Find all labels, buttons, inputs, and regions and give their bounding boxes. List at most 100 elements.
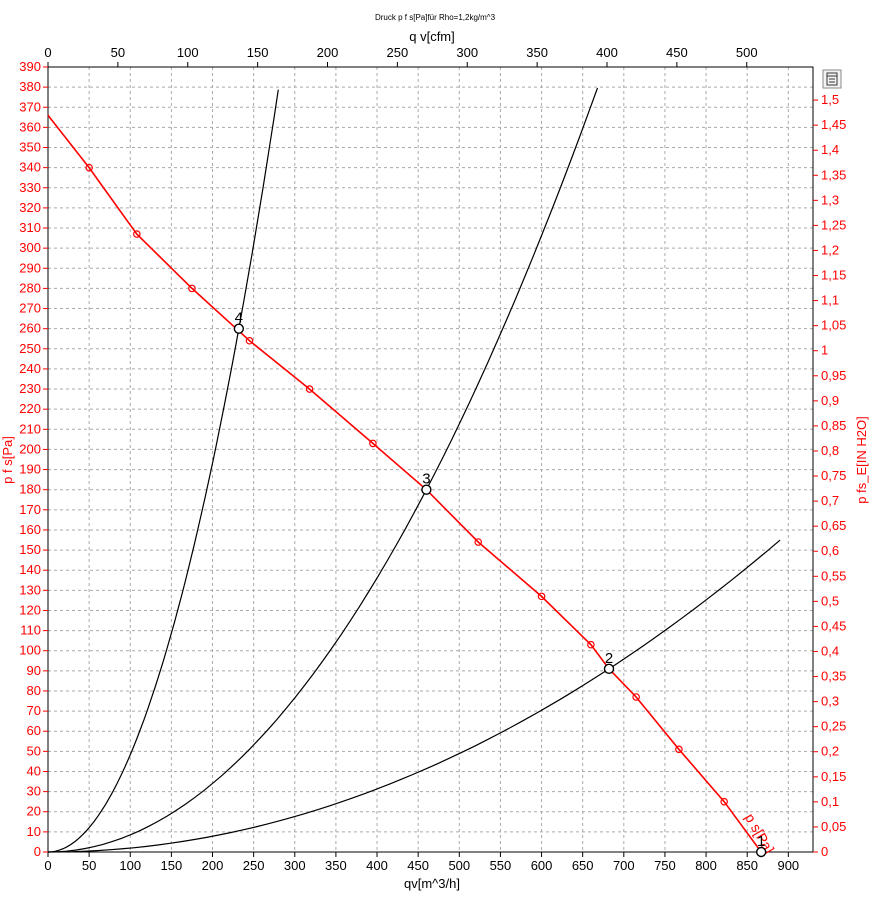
operating-point-label: 4: [235, 310, 243, 327]
y-tick-label-right: 1,5: [821, 92, 839, 107]
x-tick-label-top: 50: [111, 45, 125, 60]
y-tick-label-right: 1,05: [821, 318, 846, 333]
y-tick-label-left: 290: [19, 260, 41, 275]
x-tick-label-bottom: 800: [695, 858, 717, 873]
operating-points: 1 2 3 4: [233, 310, 767, 858]
y-tick-label-right: 0,05: [821, 819, 846, 834]
y-tick-label-left: 120: [19, 602, 41, 617]
y-tick-label-left: 210: [19, 421, 41, 436]
x-tick-label-bottom: 450: [407, 858, 429, 873]
x-tick-label-bottom: 300: [284, 858, 306, 873]
y-tick-label-right: 0,55: [821, 568, 846, 583]
y-tick-label-left: 60: [27, 723, 41, 738]
y-tick-label-left: 300: [19, 240, 41, 255]
x-tick-label-top: 200: [317, 45, 339, 60]
operating-point-marker: [421, 484, 432, 495]
x-tick-label-bottom: 550: [490, 858, 512, 873]
system-curve: [47, 539, 781, 853]
plot-frame: [47, 66, 814, 853]
y-tick-label-right: 1,3: [821, 192, 839, 207]
y-tick-label-left: 170: [19, 502, 41, 517]
y-tick-label-left: 280: [19, 280, 41, 295]
y-tick-label-left: 110: [20, 623, 41, 638]
y-tick-label-right: 0,85: [821, 418, 846, 433]
y-tick-label-left: 250: [19, 341, 41, 356]
x-tick-label-bottom: 750: [654, 858, 676, 873]
y-tick-label-right: 0,9: [821, 393, 839, 408]
pressure-marker: [675, 745, 683, 754]
y-tick-label-right: 0,1: [821, 794, 839, 809]
y-tick-label-right: 1: [821, 343, 828, 358]
x-tick-label-top: 100: [177, 45, 199, 60]
x-tick-label-top: 450: [666, 45, 688, 60]
y-tick-label-left: 270: [19, 301, 41, 316]
y-tick-label-left: 150: [19, 542, 41, 557]
y-tick-label-left: 260: [19, 321, 41, 336]
y-tick-label-right: 1,35: [821, 167, 846, 182]
x-tick-label-bottom: 900: [777, 858, 799, 873]
chart-menu-icon: [826, 72, 838, 86]
x-tick-label-top: 500: [736, 45, 758, 60]
y-tick-label-left: 350: [19, 140, 41, 155]
y-tick-label-left: 360: [19, 119, 41, 134]
y-tick-label-left: 90: [27, 663, 41, 678]
y-tick-label-right: 0,2: [821, 744, 839, 759]
grid-lines: [48, 66, 813, 852]
x-tick-label-bottom: 600: [531, 858, 553, 873]
y-tick-label-right: 0,25: [821, 719, 846, 734]
x-tick-label-top: 250: [387, 45, 409, 60]
y-tick-label-left: 40: [27, 763, 41, 778]
y-tick-label-left: 320: [19, 200, 41, 215]
pressure-curve: [47, 114, 762, 853]
y-tick-label-right: 0: [821, 844, 828, 859]
y-tick-label-left: 100: [19, 643, 41, 658]
x-tick-label-bottom: 700: [613, 858, 635, 873]
y-tick-label-right: 0,4: [821, 643, 839, 658]
operating-point-marker: [603, 663, 615, 675]
x-axis-label-bottom: qv[m^3/h]: [404, 876, 460, 891]
x-tick-label-bottom: 850: [736, 858, 758, 873]
y-tick-label-left: 80: [27, 683, 41, 698]
x-tick-label-bottom: 650: [572, 858, 594, 873]
y-tick-label-left: 0: [34, 844, 41, 859]
y-axis-label-left: p f s[Pa]: [0, 436, 15, 484]
axis-ticks: 0 50 100 150 200 250 300 350 400 450 500 550 600 650 7…: [19, 45, 846, 873]
x-tick-label-bottom: 150: [161, 858, 183, 873]
operating-point-label: 3: [422, 471, 430, 488]
operating-point-label: 1: [757, 833, 765, 850]
y-tick-label-right: 0,95: [821, 368, 846, 383]
chart-menu-button[interactable]: [822, 69, 842, 89]
pressure-marker: [720, 797, 728, 806]
pressure-marker: [85, 163, 93, 172]
system-curve: [47, 89, 279, 853]
y-tick-label-right: 0,65: [821, 518, 846, 533]
y-tick-label-left: 140: [19, 562, 41, 577]
y-tick-label-left: 160: [19, 522, 41, 537]
y-tick-label-left: 50: [27, 743, 41, 758]
chart-title: Druck p f s[Pa]für Rho=1,2kg/m^3: [375, 13, 496, 22]
x-tick-label-top: 350: [526, 45, 548, 60]
x-tick-label-bottom: 400: [366, 858, 388, 873]
operating-point-label: 2: [605, 650, 613, 667]
y-tick-label-right: 0,3: [821, 694, 839, 709]
y-tick-label-left: 130: [19, 582, 41, 597]
y-tick-label-left: 390: [19, 59, 41, 74]
y-tick-label-right: 1,15: [821, 268, 846, 283]
operating-point-marker: [755, 846, 767, 858]
y-tick-label-right: 0,45: [821, 618, 846, 633]
pressure-marker: [369, 439, 377, 448]
x-tick-label-bottom: 100: [119, 858, 141, 873]
x-tick-label-bottom: 350: [325, 858, 347, 873]
x-tick-label-top: 150: [247, 45, 269, 60]
y-axis-label-right: p fs_E[IN H2O]: [854, 416, 869, 503]
y-tick-label-left: 240: [19, 361, 41, 376]
pressure-marker: [537, 592, 546, 601]
pressure-marker: [305, 385, 314, 393]
x-tick-label-top: 0: [44, 45, 51, 60]
y-tick-label-right: 1,1: [821, 293, 839, 308]
y-tick-label-left: 380: [19, 79, 41, 94]
y-tick-label-left: 220: [19, 401, 41, 416]
system-curves: [47, 87, 781, 853]
y-tick-label-left: 30: [27, 784, 41, 799]
